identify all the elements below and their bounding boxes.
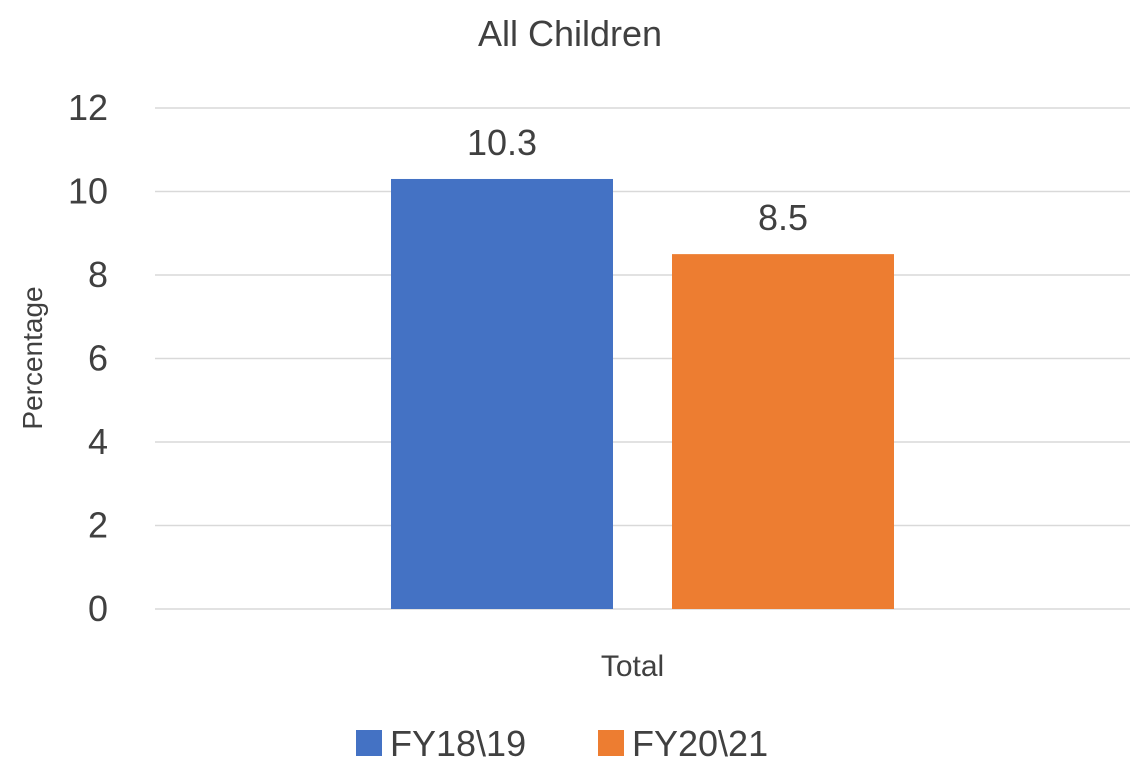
legend-label: FY18\19 [390, 723, 526, 764]
y-tick-label: 12 [68, 87, 108, 128]
x-category-label: Total [601, 650, 664, 683]
legend: FY18\19 FY20\21 [356, 723, 768, 764]
legend-swatch [356, 730, 382, 756]
y-tick-label: 0 [88, 588, 108, 629]
y-tick-label: 6 [88, 338, 108, 379]
bar-2 [672, 254, 894, 609]
y-tick-label: 2 [88, 505, 108, 546]
y-axis-ticks: 0 2 4 6 8 10 12 [68, 87, 108, 629]
chart-title: All Children [478, 13, 662, 54]
data-labels: 10.3 8.5 [467, 122, 808, 238]
y-tick-label: 4 [88, 421, 108, 462]
bar-1 [391, 178, 613, 609]
bars [391, 178, 894, 609]
gridlines [155, 107, 1130, 610]
data-label: 10.3 [467, 122, 537, 163]
legend-swatch [598, 730, 624, 756]
x-axis-categories: Total [601, 650, 664, 683]
y-axis-label: Percentage [17, 286, 48, 429]
y-tick-label: 10 [68, 171, 108, 212]
legend-label: FY20\21 [632, 723, 768, 764]
data-label: 8.5 [758, 197, 808, 238]
y-tick-label: 8 [88, 254, 108, 295]
